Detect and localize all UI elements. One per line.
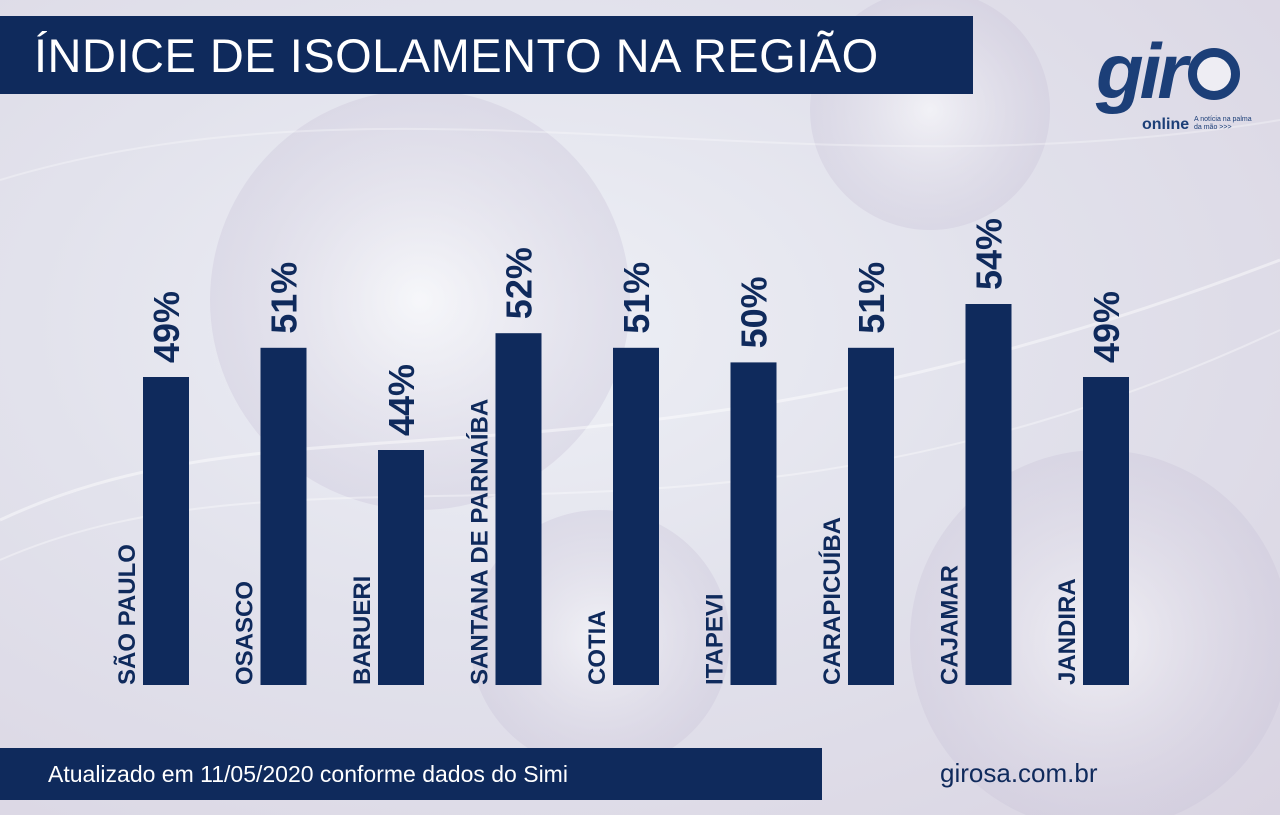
site-url: girosa.com.br	[940, 758, 1098, 788]
bar	[495, 333, 542, 685]
value-label: 52%	[499, 247, 540, 319]
value-label: 49%	[1086, 291, 1127, 363]
category-label: SANTANA DE PARNAÍBA	[466, 399, 494, 685]
category-label: BARUERI	[349, 576, 376, 685]
category-label: CARAPICUÍBA	[818, 517, 846, 685]
bar	[143, 377, 189, 685]
page-title: ÍNDICE DE ISOLAMENTO NA REGIÃO	[34, 28, 879, 82]
title-bar: ÍNDICE DE ISOLAMENTO NA REGIÃO	[0, 16, 973, 94]
bar	[965, 304, 1012, 685]
value-label: 51%	[851, 262, 892, 334]
bar	[378, 450, 424, 685]
bar	[613, 347, 659, 685]
update-note: Atualizado em 11/05/2020 conforme dados …	[48, 760, 568, 787]
bar	[260, 347, 307, 685]
bar	[730, 362, 777, 685]
value-label: 49%	[146, 291, 187, 363]
giro-logo: gir online A notícia na palma da mão >>>	[1092, 27, 1252, 136]
wifi-o-icon	[1188, 48, 1240, 100]
category-label: ITAPEVI	[702, 593, 729, 685]
value-label: 44%	[381, 364, 422, 436]
category-label: JANDIRA	[1054, 578, 1081, 685]
value-label: 51%	[264, 262, 305, 334]
logo-sub: online	[1142, 116, 1190, 133]
category-label: CAJAMAR	[937, 565, 964, 685]
category-label: SÃO PAULO	[113, 544, 141, 685]
logo-tagline: A notícia na palma da mão >>>	[1194, 116, 1252, 131]
category-label: COTIA	[584, 610, 611, 685]
bar	[848, 347, 894, 685]
value-label: 54%	[969, 218, 1010, 290]
bar	[1083, 377, 1129, 685]
value-label: 50%	[734, 276, 775, 348]
footer-bar: Atualizado em 11/05/2020 conforme dados …	[0, 748, 822, 800]
value-label: 51%	[616, 262, 657, 334]
category-label: OSASCO	[232, 581, 259, 685]
logo-word: gir	[1096, 27, 1188, 115]
